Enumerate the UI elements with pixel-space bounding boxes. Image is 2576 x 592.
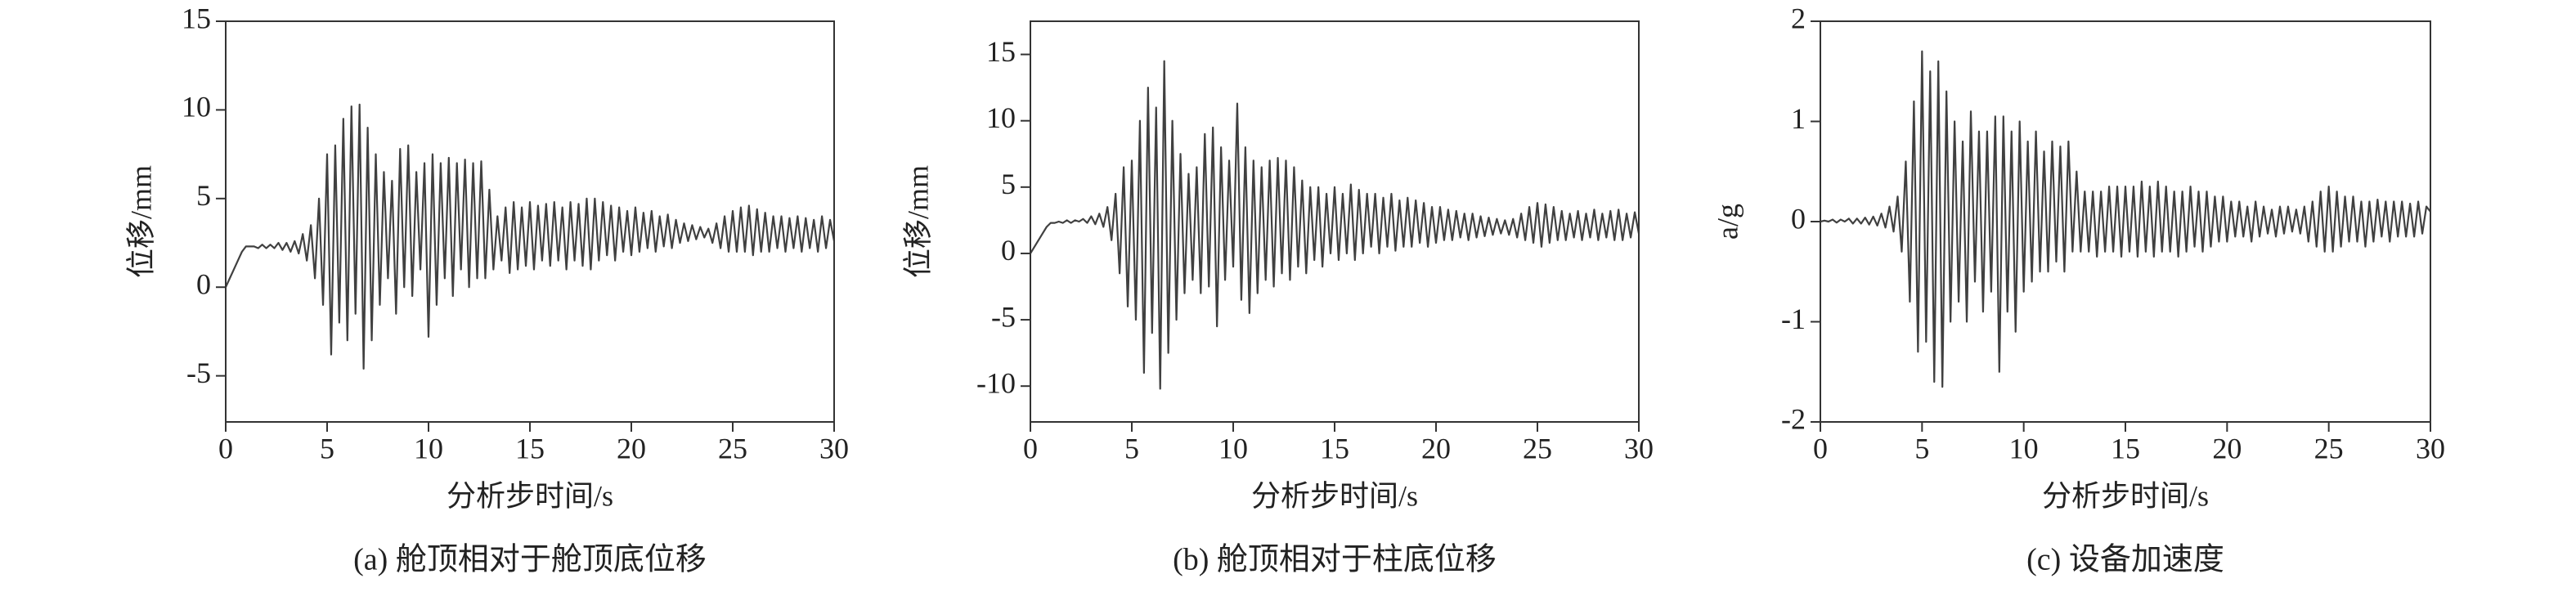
caption: (c) 设备加速度	[2026, 543, 2224, 577]
y-tick-label: 10	[182, 91, 211, 123]
y-tick-label: -1	[1781, 303, 1806, 335]
y-tick-label: -10	[976, 366, 1016, 399]
y-tick-label: 1	[1791, 102, 1806, 135]
x-tick-label: 25	[1523, 432, 1552, 464]
y-axis-label: 位移/mm	[901, 165, 934, 278]
x-axis-label: 分析步时间/s	[2042, 479, 2209, 512]
y-axis-label: 位移/mm	[124, 165, 157, 278]
x-tick-label: 25	[2314, 432, 2344, 464]
x-tick-label: 0	[1023, 432, 1038, 464]
plot-area	[1030, 60, 1639, 390]
panel: 0 5 10 15 20 25 30 -10 -5 0 5 10 15 分析步时间/s 位移/mm (b) 舱…	[901, 20, 1654, 577]
data-line	[1820, 50, 2430, 388]
x-tick-label: 30	[2416, 432, 2445, 464]
x-tick-label: 5	[1124, 432, 1139, 464]
x-tick-label: 0	[218, 432, 233, 464]
x-axis-label: 分析步时间/s	[1251, 479, 1418, 512]
y-tick-label: 0	[1001, 234, 1016, 267]
y-tick-label: 5	[1001, 168, 1016, 200]
x-tick-label: 10	[2009, 432, 2039, 464]
data-line	[1030, 60, 1639, 390]
x-tick-label: 15	[515, 432, 545, 464]
y-tick-label: 5	[196, 179, 211, 212]
x-tick-label: 0	[1813, 432, 1828, 464]
y-tick-label: -5	[991, 300, 1016, 333]
x-tick-label: 5	[320, 432, 334, 464]
x-axis-label: 分析步时间/s	[447, 479, 613, 512]
y-tick-label: 15	[986, 35, 1016, 68]
y-tick-label: 0	[196, 267, 211, 300]
x-tick-label: 10	[414, 432, 443, 464]
x-tick-label: 20	[617, 432, 646, 464]
x-tick-label: 30	[1624, 432, 1654, 464]
panel: 0 5 10 15 20 25 30 -5 0 5 10 15 分析步时间/s 位移/mm (a) 舱顶相对…	[124, 2, 849, 576]
data-line	[226, 103, 834, 370]
x-tick-label: 30	[819, 432, 849, 464]
x-tick-label: 25	[718, 432, 747, 464]
y-tick-label: 2	[1791, 2, 1806, 34]
x-tick-label: 5	[1914, 432, 1929, 464]
caption: (b) 舱顶相对于柱底位移	[1173, 543, 1497, 577]
x-tick-label: 20	[2212, 432, 2242, 464]
plot-area	[226, 103, 834, 370]
plot-area	[1820, 50, 2430, 388]
y-tick-label: 15	[182, 2, 211, 34]
x-tick-label: 15	[2111, 432, 2140, 464]
caption: (a) 舱顶相对于舱顶底位移	[353, 543, 707, 577]
x-tick-label: 15	[1320, 432, 1349, 464]
x-tick-label: 20	[1421, 432, 1451, 464]
panel: 0 5 10 15 20 25 30 -2 -1 0 1 2 分析步时间/s a/g (c) 设备加速度	[1711, 2, 2445, 576]
y-tick-label: 0	[1791, 202, 1806, 235]
y-tick-label: 10	[986, 101, 1016, 134]
y-tick-label: -5	[186, 357, 211, 389]
y-axis-label: a/g	[1711, 204, 1744, 240]
x-tick-label: 10	[1218, 432, 1248, 464]
y-tick-label: -2	[1781, 402, 1806, 435]
